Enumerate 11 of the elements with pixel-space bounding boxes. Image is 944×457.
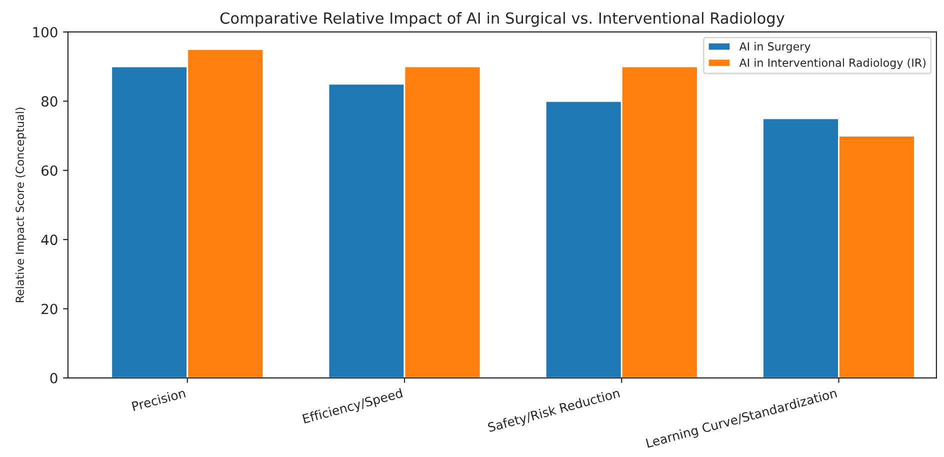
y-tick-label: 100 <box>33 26 58 38</box>
y-tick-label: 40 <box>41 234 58 246</box>
legend-label: AI in Interventional Radiology (IR) <box>739 58 926 70</box>
y-tick-label: 60 <box>42 165 58 176</box>
x-tick-label: Precision <box>132 388 186 412</box>
chart-title: Comparative Relative Impact of AI in Surgical vs. Interventional Radiology <box>220 12 784 27</box>
y-axis-title: Relative Impact Score (Conceptual) <box>15 108 26 302</box>
y-tick-label: 20 <box>42 304 58 314</box>
y-tick-label: 80 <box>42 96 58 107</box>
legend-label: AI in Surgery <box>739 42 810 53</box>
y-tick-label: 0 <box>50 372 58 384</box>
